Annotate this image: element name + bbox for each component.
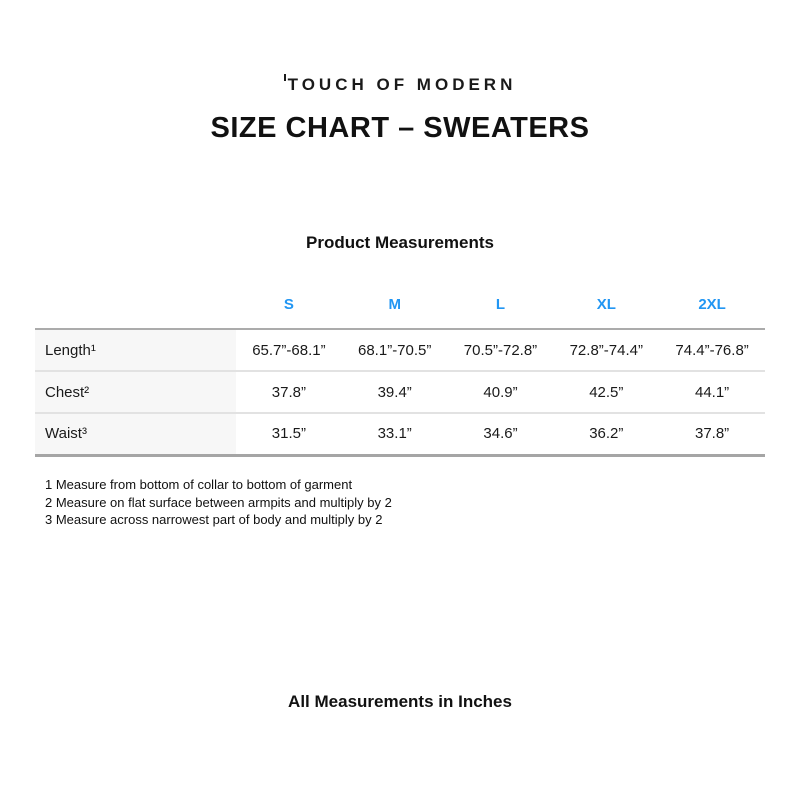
waist-value-l: 34.6”	[483, 425, 518, 443]
size-chart-table: S M L XL 2XL Length¹ 65.7”-68.1” 68.1”-7…	[35, 288, 765, 457]
page-title: SIZE CHART – SWEATERS	[210, 112, 590, 144]
waist-value-m: 33.1”	[377, 425, 412, 443]
length-value-l: 70.5”-72.8”	[463, 341, 538, 359]
size-header-row: S M L XL 2XL	[35, 288, 765, 330]
waist-value-s: 31.5”	[271, 425, 306, 443]
size-header-empty-cell	[35, 288, 236, 330]
row-label-length: Length¹	[35, 329, 236, 371]
chest-value-xl: 42.5”	[589, 383, 624, 401]
measurements-unit-note: All Measurements in Inches	[288, 692, 512, 711]
length-value-2xl: 74.4”-76.8”	[675, 341, 749, 359]
logo-mark-icon	[283, 74, 286, 81]
chest-value-2xl: 44.1”	[694, 383, 730, 401]
length-value-s: 65.7”-68.1”	[252, 341, 326, 359]
waist-value-2xl: 37.8”	[694, 425, 730, 443]
chest-value-m: 39.4”	[377, 383, 412, 401]
size-header-m: M	[341, 288, 448, 330]
table-row-waist: Waist³ 31.5” 33.1” 34.6” 36.2” 37.8”	[35, 413, 765, 455]
footnotes: 1 Measure from bottom of collar to botto…	[45, 476, 392, 529]
table-row-length: Length¹ 65.7”-68.1” 68.1”-70.5” 70.5”-72…	[35, 329, 765, 371]
section-heading: Product Measurements	[306, 233, 494, 252]
length-value-m: 68.1”-70.5”	[358, 341, 432, 359]
chest-value-l: 40.9”	[483, 383, 518, 401]
brand-logo-text: TOUCH OF MODERN	[287, 75, 517, 94]
size-header-xl: XL	[553, 288, 660, 330]
row-label-chest: Chest²	[35, 371, 236, 413]
row-label-waist: Waist³	[35, 413, 236, 455]
brand-logo: TOUCH OF MODERN	[0, 74, 800, 95]
size-header-s: S	[236, 288, 342, 330]
size-header-2xl: 2XL	[659, 288, 765, 330]
footnote-3: 3 Measure across narrowest part of body …	[45, 512, 383, 527]
chest-value-s: 37.8”	[271, 383, 306, 401]
length-value-xl: 72.8”-74.4”	[569, 341, 643, 359]
footnote-1: 1 Measure from bottom of collar to botto…	[45, 477, 353, 492]
table-row-chest: Chest² 37.8” 39.4” 40.9” 42.5” 44.1”	[35, 371, 765, 413]
waist-value-xl: 36.2”	[589, 425, 624, 443]
footnote-2: 2 Measure on flat surface between armpit…	[45, 494, 392, 510]
size-header-l: L	[447, 288, 554, 330]
